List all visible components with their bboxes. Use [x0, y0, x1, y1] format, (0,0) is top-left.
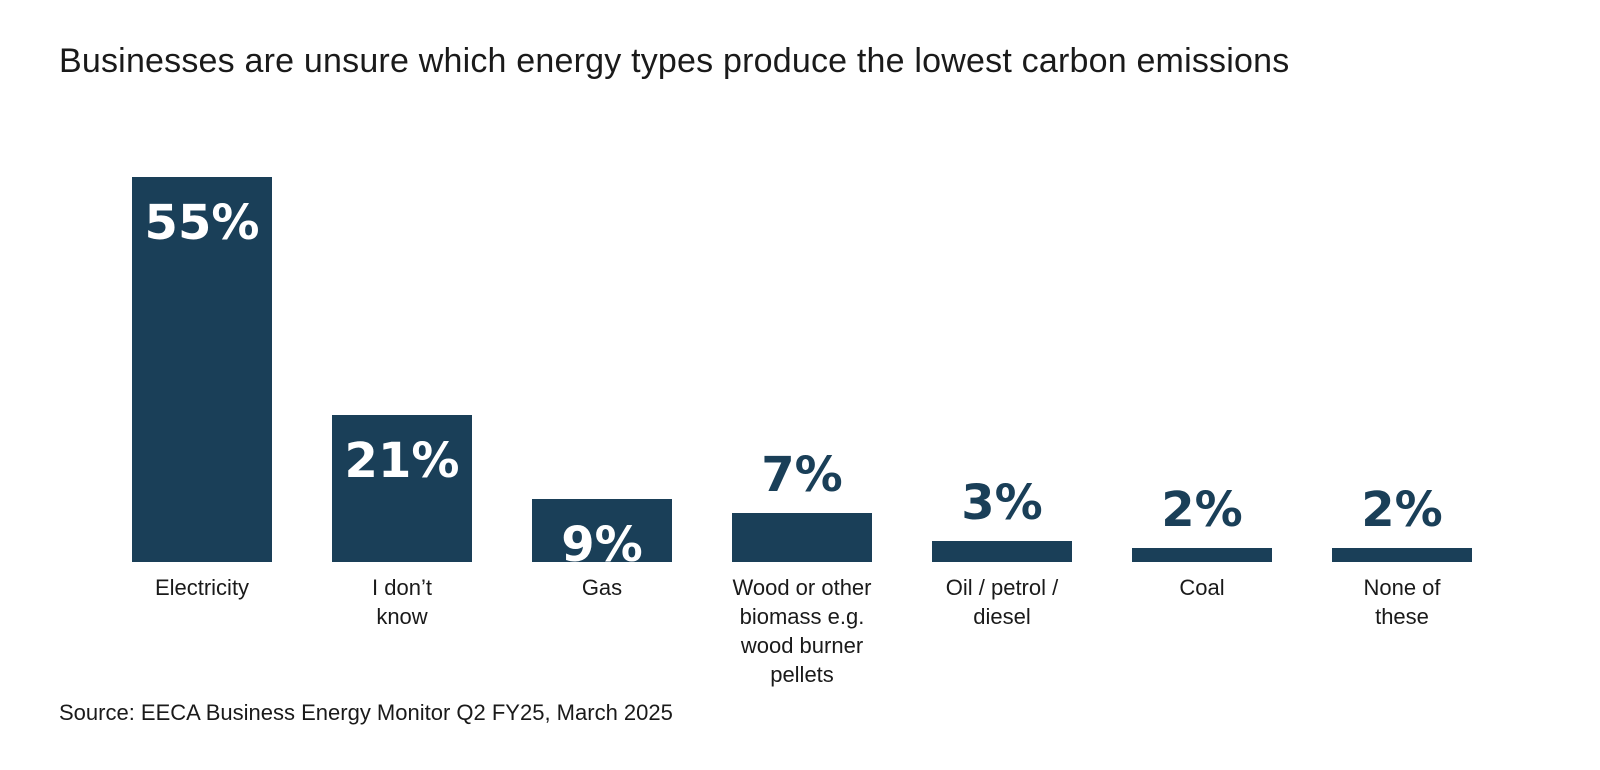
category-label-line: Electricity	[155, 575, 249, 600]
category-label-6: None of these	[1363, 575, 1441, 629]
category-label-line: Coal	[1179, 575, 1224, 600]
category-label-line: diesel	[973, 604, 1030, 629]
category-label-line: know	[376, 604, 427, 629]
category-label-line: these	[1375, 604, 1429, 629]
value-label-1: 21%	[345, 433, 460, 489]
category-label-line: biomass e.g.	[740, 604, 865, 629]
bar-5	[1132, 548, 1272, 562]
value-label-6: 2%	[1361, 482, 1443, 538]
category-label-line: wood burner	[740, 633, 863, 658]
bar-2	[532, 499, 672, 562]
category-label-line: I don’t	[372, 575, 432, 600]
category-label-0: Electricity	[155, 575, 249, 600]
source-note: Source: EECA Business Energy Monitor Q2 …	[59, 700, 673, 725]
category-label-4: Oil / petrol / diesel	[946, 575, 1059, 629]
category-label-line: Oil / petrol /	[946, 575, 1059, 600]
category-label-line: Gas	[582, 575, 622, 600]
category-label-line: None of	[1363, 575, 1441, 600]
category-label-2: Gas	[582, 575, 622, 600]
chart-title: Businesses are unsure which energy types…	[59, 42, 1290, 80]
category-label-3: Wood or other biomass e.g. wood burner pell…	[732, 575, 871, 687]
value-label-4: 3%	[961, 475, 1043, 531]
category-label-line: pellets	[770, 662, 834, 687]
category-label-line: Wood or other	[732, 575, 871, 600]
bar-6	[1332, 548, 1472, 562]
value-label-5: 2%	[1161, 482, 1243, 538]
value-label-3: 7%	[761, 447, 843, 503]
bar-0	[132, 177, 272, 562]
value-label-0: 55%	[145, 195, 260, 251]
category-label-5: Coal	[1179, 575, 1224, 600]
value-label-2: 9%	[561, 517, 643, 573]
bar-3	[732, 513, 872, 562]
bar-1	[332, 415, 472, 562]
category-label-1: I don’t know	[372, 575, 432, 629]
bar-4	[932, 541, 1072, 562]
